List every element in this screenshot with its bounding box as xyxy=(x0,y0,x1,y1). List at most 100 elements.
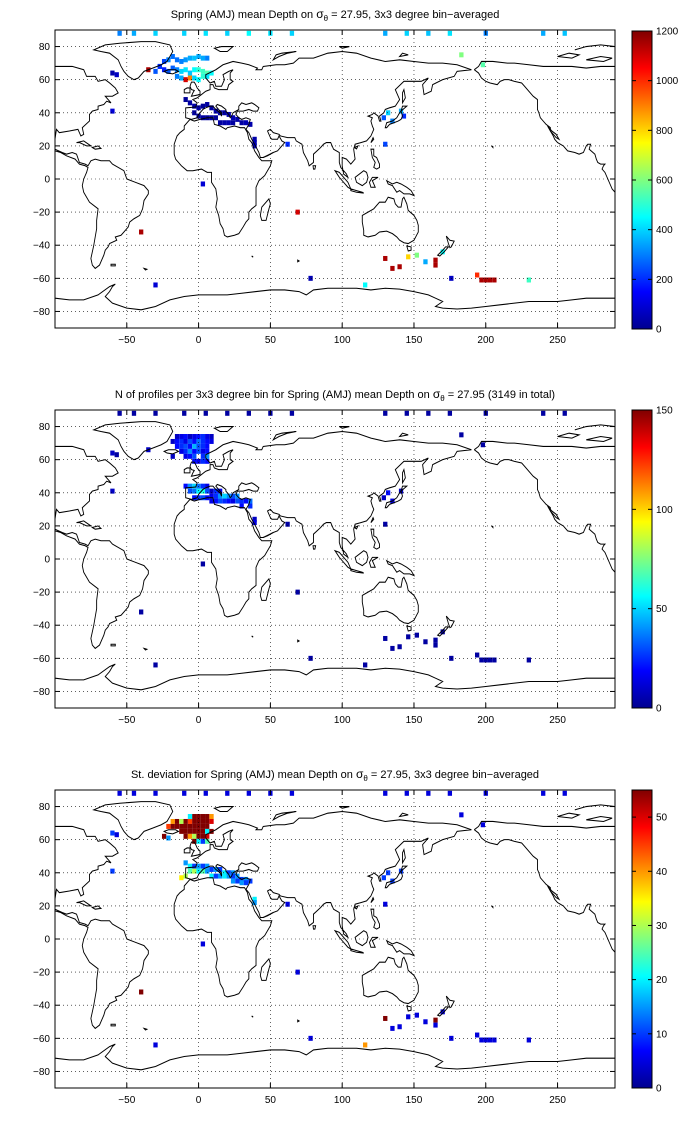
data-cell xyxy=(401,113,407,119)
data-cell xyxy=(174,73,180,79)
data-cell xyxy=(161,67,167,73)
data-cell xyxy=(192,814,197,819)
colorbar-tick-label: 400 xyxy=(656,225,673,236)
coastline xyxy=(55,41,615,311)
data-cell xyxy=(196,458,201,464)
data-cell xyxy=(200,453,206,459)
colorbar-tick-label: 10 xyxy=(656,1029,668,1040)
colorbar-tick-label: 20 xyxy=(656,975,668,986)
data-cell xyxy=(192,863,197,869)
data-cell xyxy=(222,110,227,116)
data-cell xyxy=(183,67,188,73)
data-cell xyxy=(170,818,175,824)
data-cell xyxy=(209,873,214,879)
data-cell xyxy=(179,434,184,439)
data-cell xyxy=(110,868,115,874)
data-cell xyxy=(192,453,197,459)
data-cell xyxy=(192,434,197,439)
data-cell xyxy=(187,55,193,61)
data-cell xyxy=(209,814,214,819)
data-cell xyxy=(196,868,201,874)
data-cell xyxy=(187,823,193,829)
data-cell xyxy=(213,493,218,499)
data-cell xyxy=(447,790,453,796)
data-cell xyxy=(187,448,193,454)
data-cell xyxy=(161,833,167,839)
data-cell xyxy=(179,438,184,444)
y-tick-label: 20 xyxy=(39,901,51,912)
data-cell xyxy=(179,68,184,74)
data-cell xyxy=(192,67,197,73)
data-cell xyxy=(209,70,214,76)
data-cell xyxy=(200,483,206,489)
colorbar xyxy=(632,31,652,329)
data-cell xyxy=(192,833,197,839)
data-cell xyxy=(203,790,208,796)
data-cell xyxy=(246,30,251,36)
data-cell xyxy=(440,249,445,255)
data-cell xyxy=(433,257,438,263)
data-cell xyxy=(397,1024,402,1030)
data-cell xyxy=(222,498,227,504)
data-cell xyxy=(295,969,300,975)
data-cell xyxy=(187,70,193,76)
data-cell xyxy=(222,873,227,879)
data-cell xyxy=(174,823,180,829)
y-tick-label: −40 xyxy=(33,621,50,632)
data-cell xyxy=(487,1037,493,1043)
data-cell xyxy=(235,878,240,884)
x-tick-label: 250 xyxy=(549,1095,566,1106)
data-cell xyxy=(414,1012,419,1018)
data-cell xyxy=(475,652,480,658)
data-cell xyxy=(110,108,115,114)
data-cell xyxy=(248,878,253,884)
data-cell xyxy=(196,818,201,824)
data-cell xyxy=(187,453,193,459)
data-cell xyxy=(153,410,158,416)
data-cell xyxy=(404,30,409,36)
data-cell xyxy=(217,498,223,504)
data-cell xyxy=(248,121,253,127)
data-cell xyxy=(187,818,193,824)
data-cell xyxy=(433,642,438,648)
data-cell xyxy=(161,58,167,64)
data-cell xyxy=(433,1022,438,1028)
data-cell xyxy=(153,68,158,74)
map-panel-1: Spring (AMJ) mean Depth on σθ = 27.95, 3… xyxy=(33,7,679,346)
y-tick-label: 20 xyxy=(39,521,51,532)
data-cell xyxy=(187,434,193,439)
data-cell xyxy=(157,63,162,69)
data-cell xyxy=(187,483,193,489)
data-cell xyxy=(192,488,197,494)
data-cell xyxy=(248,498,253,504)
data-cell xyxy=(117,410,122,416)
data-cell xyxy=(174,443,180,449)
panel-title: St. deviation for Spring (AMJ) mean Dept… xyxy=(131,767,539,783)
data-cell xyxy=(110,450,115,456)
data-cell xyxy=(131,410,137,416)
data-cell xyxy=(200,55,206,61)
data-cell xyxy=(205,814,210,819)
colorbar-tick-label: 1200 xyxy=(656,27,679,38)
data-cell xyxy=(526,277,531,283)
data-cell xyxy=(205,70,210,76)
data-cell xyxy=(213,873,218,879)
data-cell xyxy=(385,490,391,496)
data-cell xyxy=(114,452,119,458)
data-cell xyxy=(213,115,218,121)
colorbar-tick-label: 600 xyxy=(656,176,673,187)
data-cell xyxy=(252,520,257,526)
data-cell xyxy=(187,868,193,874)
data-cell xyxy=(205,73,210,79)
data-cell xyxy=(414,632,419,638)
data-cell xyxy=(192,838,197,844)
data-cell xyxy=(196,448,201,454)
data-cell xyxy=(383,410,388,416)
data-cell xyxy=(404,790,409,796)
data-cell xyxy=(170,65,175,71)
data-cell xyxy=(200,443,206,449)
data-cell xyxy=(139,609,144,615)
y-tick-label: 40 xyxy=(39,868,51,879)
data-cell xyxy=(213,108,218,114)
data-cell xyxy=(492,657,497,663)
